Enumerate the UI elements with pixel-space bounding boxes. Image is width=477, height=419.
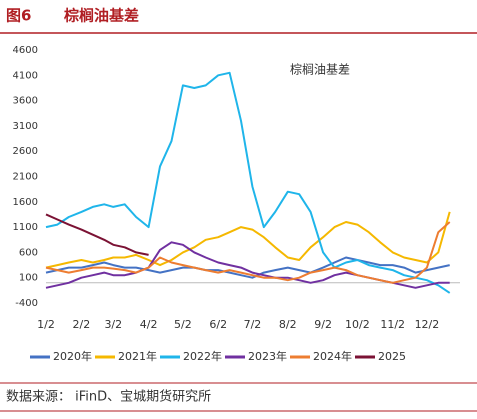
chart-title: 棕榈油基差 <box>64 7 139 25</box>
y-tick-label: 2100 <box>13 172 38 183</box>
x-tick-label: 12/2 <box>415 318 440 331</box>
line-series <box>45 256 450 279</box>
line-series <box>45 211 451 269</box>
y-tick-label: 4100 <box>13 70 38 81</box>
y-tick-label: 100 <box>19 273 38 284</box>
legend-label: 2020年 <box>53 349 92 363</box>
x-tick-label: 3/2 <box>104 318 122 331</box>
x-tick-label: 2/2 <box>73 318 91 331</box>
line-series <box>45 221 451 284</box>
source: 数据来源： iFinD、宝城期货研究所 <box>6 389 211 405</box>
x-tick-label: 8/2 <box>279 318 297 331</box>
x-tick-label: 5/2 <box>174 318 192 331</box>
x-tick-label: 10/2 <box>345 318 370 331</box>
y-tick-label: 1100 <box>13 222 38 233</box>
legend-label: 2023年 <box>248 349 287 363</box>
y-tick-label: 3100 <box>13 121 38 132</box>
x-tick-label: 6/2 <box>209 318 227 331</box>
line-series <box>45 213 149 256</box>
legend-label: 2022年 <box>183 349 222 363</box>
legend-label: 2021年 <box>118 349 157 363</box>
x-tick-label: 1/2 <box>37 318 55 331</box>
figure-label: 图6 <box>6 7 31 25</box>
x-tick-label: 4/2 <box>140 318 158 331</box>
x-tick-label: 9/2 <box>314 318 332 331</box>
y-tick-label: 1600 <box>13 197 38 208</box>
chart-annotation: 棕榈油基差 <box>290 62 350 77</box>
y-tick-label: 3600 <box>13 96 38 107</box>
x-tick-label: 7/2 <box>244 318 262 331</box>
legend-label: 2024年 <box>313 349 352 363</box>
y-tick-label: -400 <box>15 298 38 309</box>
y-tick-label: 600 <box>19 247 38 258</box>
y-tick-label: 2600 <box>13 146 38 157</box>
x-tick-label: 11/2 <box>380 318 405 331</box>
line-series <box>45 71 451 294</box>
y-tick-label: 4600 <box>13 45 38 56</box>
legend-label: 2025 <box>378 350 406 363</box>
